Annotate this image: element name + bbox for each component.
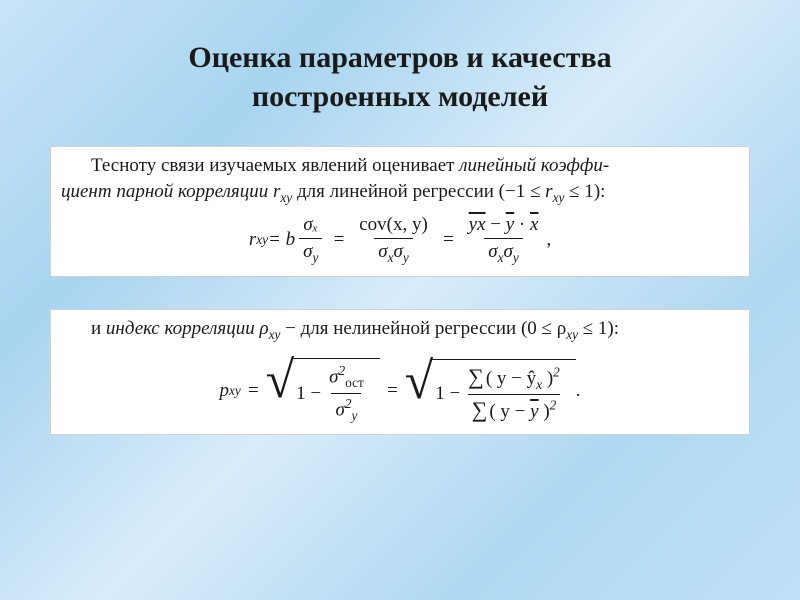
- box1-text: Тесноту связи изучаемых явлений оценивае…: [61, 153, 739, 206]
- box2-formula: pxy = √ 1 − σ2ост σ2y = √ 1 − ∑( y − ŷx …: [61, 358, 739, 424]
- f1-f3n-b3: x: [530, 214, 538, 235]
- sqrt-icon-2: √: [405, 359, 434, 424]
- f2-s1d-s: σ: [335, 399, 344, 420]
- f1-f3d-s2: σ: [504, 241, 513, 262]
- f2-lhs-sub: xy: [229, 383, 241, 399]
- f2-s1n-sub: ост: [345, 375, 364, 390]
- box2-text: и индекс корреляции ρxy − для нелинейной…: [61, 316, 739, 344]
- f2-s1d-sub: y: [352, 408, 358, 423]
- f1-frac3-num: yx − y · x: [465, 214, 543, 238]
- f1-f3n-b1: yx: [469, 214, 486, 235]
- box1-range-mid: ≤ r: [525, 181, 552, 202]
- f2-s1-frac: σ2ост σ2y: [325, 363, 368, 424]
- f2-s2d-p1: ( y −: [489, 401, 530, 422]
- box1-range-sub: xy: [553, 189, 565, 204]
- f1-frac1-den-sub: y: [312, 250, 318, 265]
- f1-f2d-s1: σ: [378, 241, 387, 262]
- f2-s2-one: 1 −: [435, 383, 460, 405]
- f1-frac1-num: σₓ: [299, 214, 322, 238]
- f2-lhs: p: [219, 380, 229, 402]
- content-box-2: и индекс корреляции ρxy − для нелинейной…: [50, 309, 750, 435]
- f1-eq2: =: [332, 229, 345, 251]
- box1-formula: rxy = b σₓ σy = cov(x, y) σxσy = yx − y …: [61, 214, 739, 266]
- f1-frac2-num: cov(x, y): [355, 214, 432, 238]
- f1-eq1: = b: [268, 229, 295, 251]
- f2-s2d-sum: ∑: [472, 397, 488, 422]
- box1-range-lower: −1: [505, 181, 525, 202]
- f1-f3d-s1: σ: [488, 241, 497, 262]
- f2-sqrt1: √ 1 − σ2ост σ2y: [266, 358, 380, 424]
- f1-f3n-m: −: [486, 214, 506, 235]
- box2-sub2: xy: [566, 327, 578, 342]
- f2-s2-frac: ∑( y − ŷx )2 ∑( y − y )2: [464, 364, 564, 424]
- box2-part2: − для нелинейной регрессии (0 ≤ ρ: [280, 318, 566, 339]
- box2-italic1: индекс корреляции ρ: [106, 318, 269, 339]
- f1-frac2: cov(x, y) σxσy: [355, 214, 432, 266]
- f2-s1-one: 1 −: [296, 383, 321, 405]
- f1-frac1: σₓ σy: [299, 214, 322, 266]
- f2-s2n-p2: ): [542, 368, 553, 389]
- f2-s2-den: ∑( y − y )2: [468, 394, 561, 423]
- box1-italic2: циент парной корреляции r: [61, 181, 280, 202]
- f2-s2d-p2: ): [539, 401, 550, 422]
- f2-eq1: =: [247, 380, 260, 402]
- f2-tail: .: [576, 380, 581, 402]
- f2-sqrt1-body: 1 − σ2ост σ2y: [292, 358, 380, 424]
- f1-tail: ,: [546, 229, 551, 251]
- box1-text-part1: Тесноту связи изучаемых явлений оценивае…: [91, 155, 459, 176]
- title-line-2: построенных моделей: [252, 80, 548, 113]
- slide-title-container: Оценка параметров и качества построенных…: [0, 0, 800, 146]
- f1-f3n-b2: y: [506, 214, 514, 235]
- f2-s2d-sup: 2: [550, 398, 557, 413]
- title-line-1: Оценка параметров и качества: [188, 41, 611, 74]
- box1-range-upper: ≤ 1: [564, 181, 593, 202]
- box1-text-part3: ):: [594, 181, 606, 202]
- content-box-1: Тесноту связи изучаемых явлений оценивае…: [50, 146, 750, 277]
- f2-s2n-sup: 2: [553, 364, 560, 379]
- box2-part1: и: [91, 318, 106, 339]
- f1-frac3-den: σxσy: [484, 238, 523, 266]
- f1-f2d-sub2: y: [403, 250, 409, 265]
- box1-text-part2: для линейной регрессии (: [292, 181, 505, 202]
- f1-lhs-sub: xy: [256, 232, 268, 248]
- f1-f3n-d: ·: [514, 214, 530, 235]
- f2-s1-num: σ2ост: [325, 363, 368, 393]
- f1-f3d-sub2: y: [513, 250, 519, 265]
- box1-italic1: линейный коэффи-: [459, 155, 609, 176]
- box1-sub1: xy: [280, 189, 292, 204]
- f2-s2n-sum: ∑: [468, 364, 484, 389]
- f2-sqrt2: √ 1 − ∑( y − ŷx )2 ∑( y − y )2: [405, 359, 576, 424]
- f1-frac3: yx − y · x σxσy: [465, 214, 543, 266]
- sqrt-icon: √: [266, 358, 295, 424]
- f2-s2n-p1: ( y − ŷ: [486, 368, 536, 389]
- box2-sub1: xy: [269, 327, 281, 342]
- f2-s1d-sup: 2: [345, 396, 352, 411]
- f1-frac1-den: σy: [299, 238, 322, 266]
- f2-s2-num: ∑( y − ŷx )2: [464, 364, 564, 395]
- box2-part3: ≤ 1):: [578, 318, 619, 339]
- f1-eq3: =: [442, 229, 455, 251]
- f2-eq2: =: [386, 380, 399, 402]
- slide-title: Оценка параметров и качества построенных…: [0, 38, 800, 116]
- f1-frac2-den: σxσy: [374, 238, 413, 266]
- f2-sqrt2-body: 1 − ∑( y − ŷx )2 ∑( y − y )2: [431, 359, 576, 424]
- f1-f2d-s2: σ: [394, 241, 403, 262]
- f2-s1-den: σ2y: [331, 393, 361, 424]
- f2-s2d-bar: y: [530, 401, 538, 422]
